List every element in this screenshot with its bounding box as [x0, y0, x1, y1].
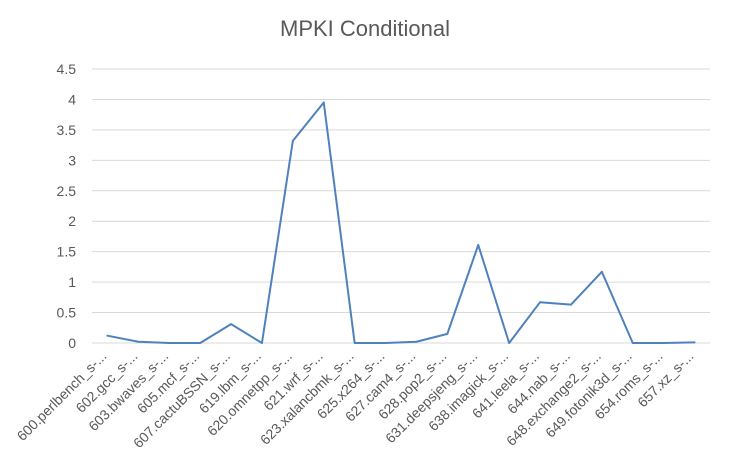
data-point [353, 342, 356, 344]
data-point [446, 333, 449, 335]
data-point [631, 342, 634, 344]
y-tick-label: 0 [68, 335, 76, 351]
data-point [477, 244, 480, 246]
y-tick-label: 1 [68, 274, 76, 290]
data-point [199, 342, 201, 344]
data-point [106, 334, 109, 337]
data-point [570, 303, 572, 306]
y-tick-label: 3.5 [57, 122, 77, 138]
data-point [539, 301, 541, 304]
data-point [662, 342, 665, 344]
y-tick-label: 4 [68, 91, 76, 107]
y-tick-label: 2 [68, 213, 76, 229]
series-layer [106, 101, 696, 344]
data-point [508, 342, 510, 344]
data-point [384, 342, 387, 344]
data-point [137, 340, 140, 343]
y-tick-label: 2.5 [57, 183, 77, 199]
data-point [168, 342, 171, 344]
data-point [601, 270, 603, 273]
data-point [415, 340, 418, 343]
y-tick-label: 4.5 [57, 61, 77, 77]
data-point [261, 342, 263, 344]
grid-layer [92, 68, 710, 344]
y-tick-label: 1.5 [57, 244, 77, 260]
series-line-0 [106, 101, 696, 344]
x-axis-ticks: 600.perlbench_s-...602.gcc_s-...603.bwav… [14, 348, 697, 451]
data-point [230, 323, 232, 325]
chart-title: MPKI Conditional [280, 16, 450, 41]
data-point [292, 140, 294, 142]
y-tick-label: 3 [68, 152, 76, 168]
y-axis-ticks: 0 0.5 1 1.5 2 2.5 3 3.5 4 4.5 [57, 61, 77, 351]
y-tick-label: 0.5 [57, 305, 77, 321]
data-point [322, 101, 325, 104]
data-point [693, 341, 696, 344]
